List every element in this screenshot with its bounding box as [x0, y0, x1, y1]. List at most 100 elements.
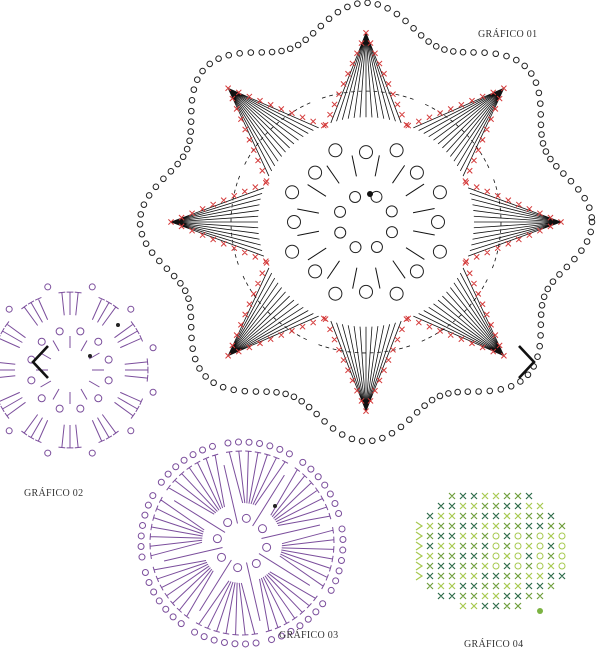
chain-stitch	[296, 622, 304, 630]
chain-stitch	[162, 605, 170, 613]
chart-label: GRÁFICO 03	[279, 629, 338, 641]
chain-stitch	[537, 311, 545, 318]
ring-stitch	[359, 145, 373, 160]
chain-stitch	[179, 153, 187, 161]
chain-stitch	[402, 17, 409, 25]
ring-stitch	[308, 165, 323, 180]
chain-stitch	[339, 546, 347, 554]
chain-stitch	[256, 440, 264, 448]
stitch-crosses	[426, 492, 566, 610]
chain-stitch	[298, 397, 305, 405]
ring-stitch	[328, 286, 343, 301]
chain-stitch	[393, 10, 401, 18]
chain-stitch	[225, 51, 233, 59]
ring-stitch	[431, 215, 445, 229]
chain-stitch	[191, 628, 199, 636]
ring-stitch	[76, 404, 85, 413]
chain-stitch	[334, 8, 342, 16]
chain-stitch	[539, 140, 547, 147]
chain-stitch	[285, 450, 293, 458]
chain-stitch	[354, 0, 361, 7]
chart-label: GRÁFICO 02	[24, 487, 83, 499]
chain-stitch	[304, 615, 312, 623]
petal-edge-stitches	[168, 29, 564, 415]
ring-stitch	[94, 337, 103, 346]
prev-arrow[interactable]	[31, 345, 49, 379]
ring-stitch	[241, 513, 251, 523]
chain-stitch	[186, 304, 194, 311]
chain-stitch	[540, 293, 548, 301]
chain-stitch	[470, 49, 477, 56]
chain-stitch	[202, 373, 209, 380]
chain-stitch	[136, 220, 144, 228]
chain-stitch	[549, 278, 557, 285]
chain-stitch	[145, 192, 153, 199]
chart-stitches	[0, 291, 149, 449]
stitch-circle	[492, 532, 500, 540]
chain-stitch	[242, 640, 250, 648]
chain-stitch	[252, 639, 260, 647]
chain-stitch	[326, 490, 334, 498]
chain-stitch	[517, 378, 524, 385]
post-stitch	[413, 230, 435, 236]
chain-stitch	[428, 396, 436, 404]
chain-stitch	[578, 247, 585, 254]
stitch-crosses	[415, 492, 555, 610]
chain-stitch	[234, 438, 242, 446]
chain-stitch	[44, 283, 52, 291]
chain-stitch	[441, 46, 448, 53]
chain-stitch	[290, 393, 298, 401]
chain-stitch	[321, 418, 328, 425]
ring-stitch	[27, 376, 36, 385]
chain-stitch	[339, 535, 347, 543]
center-stitch	[334, 226, 347, 239]
ring-stitch	[285, 185, 300, 200]
next-arrow[interactable]	[518, 345, 536, 379]
chain-stitch	[432, 43, 440, 50]
chain-stitch	[327, 586, 335, 594]
ring-stitch	[104, 376, 113, 385]
chain-stitch	[358, 437, 366, 445]
chain-stitch	[88, 283, 96, 291]
chain-stitch	[199, 446, 207, 454]
chain-stitch	[88, 449, 96, 457]
chain-stitch	[497, 386, 505, 393]
post-stitch	[392, 260, 406, 279]
chain-stitch	[537, 332, 544, 339]
stitch-circle	[536, 552, 544, 560]
chain-stitch	[215, 55, 222, 62]
chain-stitch	[263, 388, 270, 396]
chain-stitch	[157, 478, 165, 486]
ring-stitch	[233, 563, 243, 573]
chain-stitch	[294, 41, 302, 49]
chain-stitch	[236, 50, 243, 57]
chain-stitch	[406, 416, 413, 423]
ring-stitch	[285, 244, 300, 259]
post-stitch	[392, 165, 406, 184]
stitch-dot	[273, 504, 277, 508]
chain-stitch	[536, 342, 543, 350]
chain-stitch	[436, 392, 444, 400]
chain-stitch	[169, 613, 177, 621]
chain-stitch	[224, 439, 232, 447]
chain-stitch	[220, 638, 228, 646]
chain-stitch	[210, 379, 217, 387]
chain-stitch	[193, 76, 201, 84]
chain-stitch	[299, 458, 307, 466]
chain-stitch	[185, 295, 192, 302]
chain-stitch	[397, 423, 405, 431]
stitch-circle	[492, 552, 500, 560]
post-stitch	[405, 183, 425, 197]
chain-stitch	[563, 263, 571, 271]
chain-stitch	[138, 230, 146, 238]
chain-stitch	[567, 177, 575, 185]
chain-stitch	[231, 640, 239, 648]
chain-stitch	[149, 388, 157, 396]
chain-stitch	[309, 29, 317, 37]
chain-stitch	[287, 627, 295, 635]
chain-stitch	[527, 70, 535, 77]
chain-stitch	[199, 67, 206, 75]
stitch-circle	[492, 542, 500, 550]
chain-stitch	[142, 240, 150, 247]
stitch-dot	[88, 354, 92, 358]
